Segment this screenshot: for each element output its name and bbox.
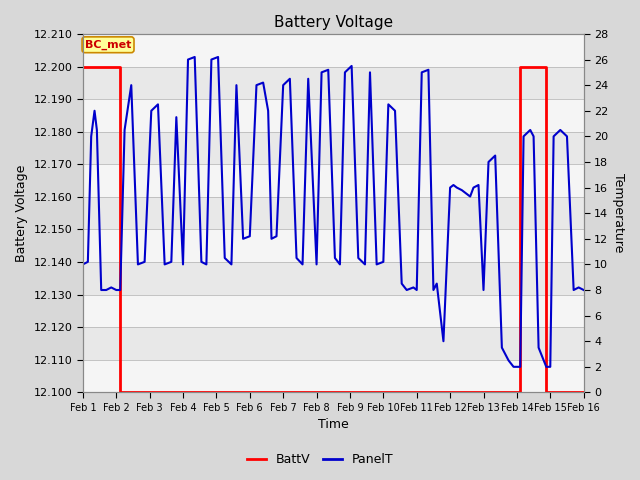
Y-axis label: Temperature: Temperature [612,173,625,253]
Bar [83,295,584,327]
Bar [83,99,584,132]
Bar [83,67,584,99]
Text: BC_met: BC_met [85,40,131,50]
Bar [83,132,584,164]
Title: Battery Voltage: Battery Voltage [274,15,393,30]
Bar [83,327,584,360]
Bar [83,164,584,197]
X-axis label: Time: Time [318,419,349,432]
Bar [83,34,584,67]
Bar [83,360,584,393]
Bar [83,197,584,229]
Bar [83,229,584,262]
Legend: BattV, PanelT: BattV, PanelT [242,448,398,471]
Bar [83,262,584,295]
Y-axis label: Battery Voltage: Battery Voltage [15,165,28,262]
